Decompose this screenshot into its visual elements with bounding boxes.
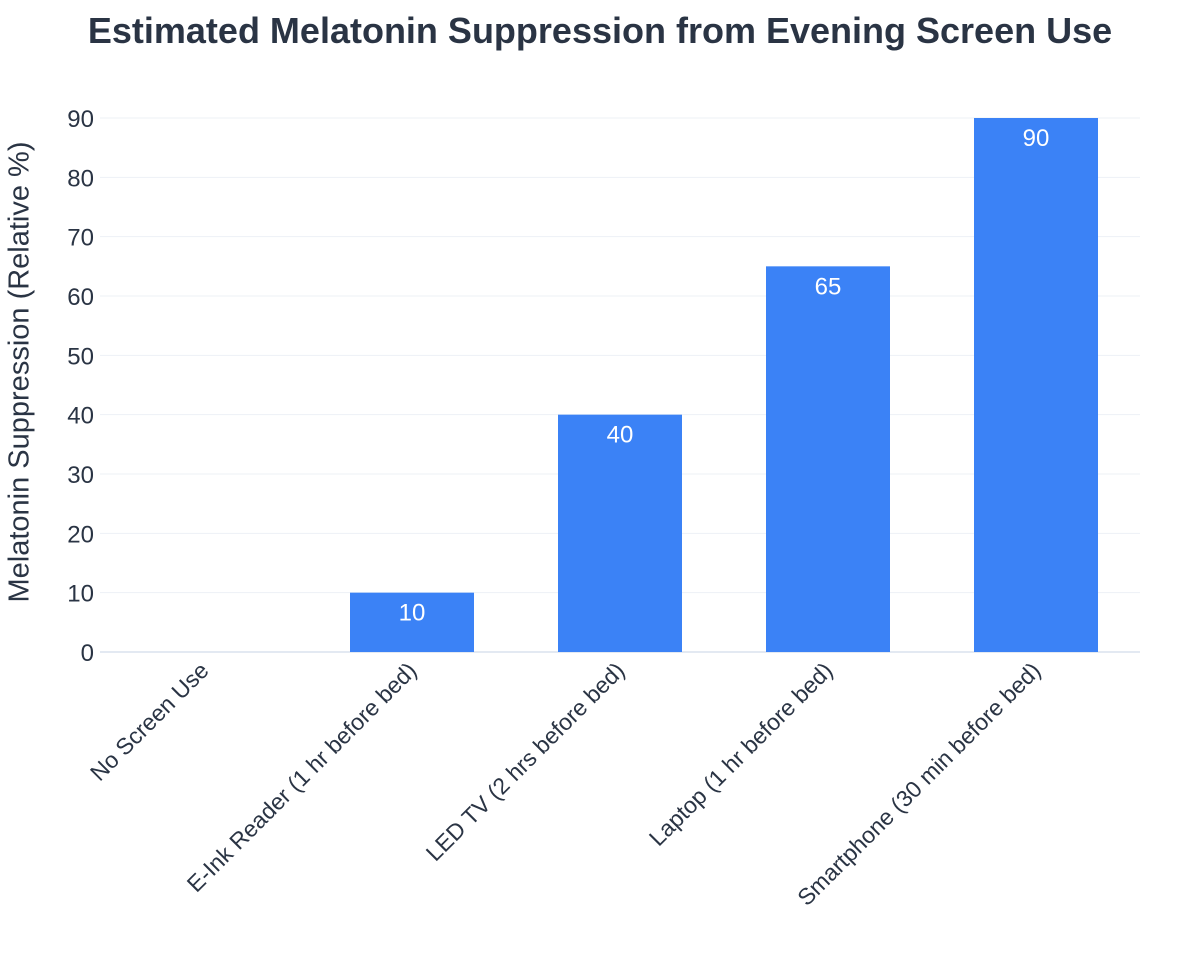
x-tick-label: LED TV (2 hrs before bed)	[421, 657, 630, 866]
x-tick-label: E-Ink Reader (1 hr before bed)	[182, 657, 422, 897]
x-tick-label: Smartphone (30 min before bed)	[792, 657, 1045, 910]
bar	[974, 118, 1098, 652]
bar-value-label: 40	[607, 422, 634, 449]
y-tick-label: 40	[67, 403, 94, 430]
chart-title: Estimated Melatonin Suppression from Eve…	[87, 10, 1113, 51]
y-tick-label: 90	[67, 106, 94, 133]
y-tick-label: 70	[67, 225, 94, 252]
y-tick-label: 80	[67, 165, 94, 192]
bar	[350, 592, 474, 652]
y-tick-label: 60	[67, 284, 94, 311]
bar	[766, 266, 890, 652]
bar-value-label: 10	[399, 600, 426, 627]
bar	[558, 414, 682, 652]
y-tick-label: 20	[67, 521, 94, 548]
y-tick-label: 50	[67, 343, 94, 370]
bar-value-label: 90	[1023, 125, 1050, 152]
x-tick-label: No Screen Use	[85, 657, 214, 786]
x-tick-label: Laptop (1 hr before bed)	[644, 657, 838, 851]
y-tick-label: 0	[81, 640, 94, 667]
y-tick-label: 10	[67, 581, 94, 608]
bar-value-label: 65	[815, 273, 842, 300]
y-tick-label: 30	[67, 462, 94, 489]
